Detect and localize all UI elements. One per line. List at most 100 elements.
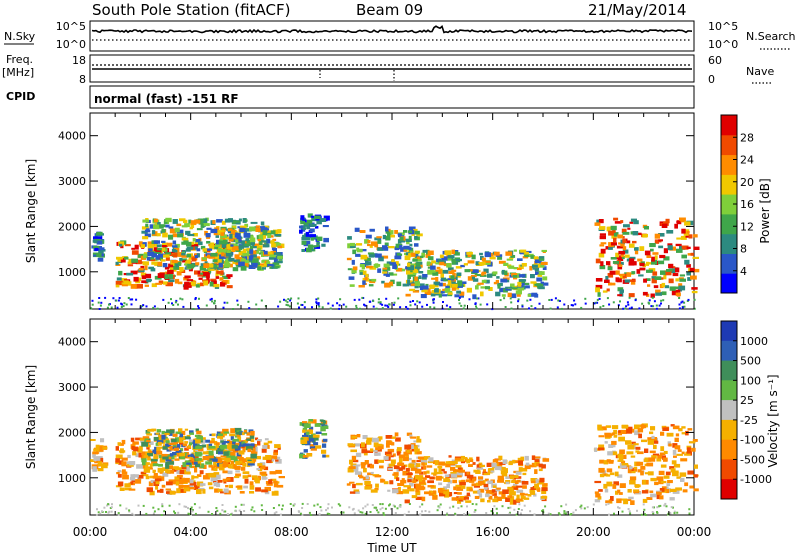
power-near-range-cell: [393, 301, 396, 304]
velocity-data-cell: [221, 442, 226, 446]
velocity-data-cell: [652, 453, 659, 456]
power-data-cell: [445, 285, 449, 289]
power-data-cell: [371, 278, 377, 282]
power-colorbar-tick-label: 20: [740, 176, 754, 189]
velocity-data-cell: [213, 474, 221, 480]
power-data-cell: [161, 240, 166, 243]
power-near-range-cell: [653, 300, 656, 303]
velocity-data-cell: [453, 469, 457, 474]
velocity-data-cell: [156, 429, 162, 433]
power-near-range-cell: [198, 297, 200, 300]
velocity-data-cell: [309, 444, 315, 447]
power-near-range-cell: [232, 308, 235, 310]
power-near-range-cell: [210, 297, 213, 300]
power-data-cell: [215, 273, 219, 277]
power-near-range-cell: [384, 304, 387, 307]
x-axis-label: Time UT: [366, 541, 417, 554]
power-data-cell: [513, 267, 519, 270]
velocity-data-cell: [246, 438, 252, 441]
power-data-cell: [455, 266, 462, 269]
velocity-near-range-cell: [281, 508, 284, 511]
velocity-data-cell: [243, 430, 247, 433]
velocity-data-cell: [396, 477, 400, 481]
velocity-data-cell: [118, 443, 124, 446]
power-data-cell: [115, 280, 123, 286]
power-data-cell: [306, 247, 312, 253]
power-data-cell: [148, 248, 153, 252]
power-data-cell: [367, 252, 374, 255]
power-near-range-cell: [650, 305, 653, 308]
power-data-cell: [277, 229, 282, 234]
power-data-cell: [190, 224, 195, 228]
power-near-range-cell: [177, 303, 179, 306]
freq-label: Freq.: [6, 53, 33, 66]
velocity-data-cell: [507, 486, 515, 492]
velocity-data-cell: [251, 475, 258, 478]
velocity-data-cell: [490, 470, 495, 473]
power-data-cell: [616, 245, 624, 249]
velocity-data-cell: [149, 463, 154, 467]
velocity-data-cell: [598, 435, 604, 438]
power-near-range-cell: [317, 303, 320, 306]
power-data-cell: [630, 218, 637, 222]
power-data-cell: [538, 263, 545, 268]
power-data-cell: [657, 260, 665, 265]
velocity-data-cell: [505, 481, 510, 485]
power-data-cell: [222, 275, 228, 279]
power-near-range-cell: [397, 297, 400, 300]
velocity-near-range-cell: [533, 513, 536, 516]
velocity-data-cell: [464, 457, 468, 463]
power-near-range-cell: [339, 298, 342, 301]
velocity-data-cell: [455, 475, 462, 478]
power-data-cell: [183, 219, 188, 223]
velocity-data-cell: [392, 453, 396, 457]
power-near-range-cell: [181, 298, 184, 301]
power-data-cell: [439, 282, 443, 287]
cpid-text: normal (fast) -151 RF: [94, 92, 239, 106]
velocity-data-cell: [484, 478, 489, 482]
power-near-range-cell: [170, 298, 172, 301]
power-data-cell: [242, 241, 247, 246]
velocity-data-cell: [432, 494, 438, 500]
velocity-near-range-cell: [128, 510, 131, 513]
power-data-cell: [395, 267, 403, 272]
power-data-cell: [375, 253, 382, 258]
velocity-near-range-cell: [490, 510, 493, 513]
power-data-cell: [299, 229, 303, 234]
nsearch-tick-bottom: 10^0: [708, 38, 738, 51]
power-near-range-cell: [662, 299, 665, 302]
velocity-data-cell: [124, 487, 132, 491]
power-data-cell: [235, 239, 239, 243]
power-data-cell: [434, 288, 439, 293]
power-data-cell: [675, 243, 682, 247]
power-data-cell: [524, 254, 529, 258]
velocity-data-cell: [644, 448, 649, 453]
velocity-data-cell: [477, 480, 484, 486]
velocity-data-cell: [100, 438, 105, 443]
power-data-cell: [436, 266, 441, 270]
velocity-data-cell: [250, 453, 257, 459]
power-data-cell: [517, 267, 522, 271]
power-data-cell: [456, 272, 462, 276]
velocity-data-cell: [620, 498, 628, 501]
velocity-data-cell: [196, 474, 202, 477]
velocity-near-range-cell: [544, 505, 547, 508]
velocity-data-cell: [180, 430, 186, 436]
velocity-data-cell: [687, 470, 694, 475]
power-data-cell: [145, 218, 149, 221]
power-data-cell: [515, 290, 522, 295]
power-data-cell: [358, 285, 365, 288]
velocity-data-cell: [537, 487, 541, 492]
velocity-data-cell: [229, 446, 235, 452]
x-tick-label: 08:00: [274, 525, 309, 539]
power-data-cell: [151, 283, 157, 288]
velocity-data-cell: [645, 472, 650, 475]
power-data-cell: [212, 259, 218, 263]
power-data-cell: [474, 274, 481, 277]
power-data-cell: [421, 285, 429, 290]
velocity-data-cell: [207, 482, 213, 486]
velocity-data-cell: [237, 455, 242, 460]
velocity-data-cell: [415, 468, 422, 474]
velocity-data-cell: [146, 487, 153, 493]
power-near-range-cell: [287, 304, 290, 307]
